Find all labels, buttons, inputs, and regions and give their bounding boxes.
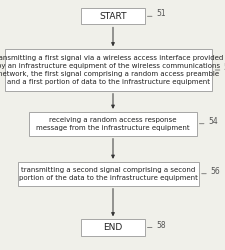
FancyBboxPatch shape [81, 8, 144, 24]
Text: 58: 58 [155, 220, 165, 230]
Text: receiving a random access response
message from the infrastructure equipment: receiving a random access response messa… [36, 117, 189, 130]
Text: 54: 54 [207, 117, 217, 126]
Text: 56: 56 [209, 167, 219, 176]
Text: transmitting a first signal via a wireless access interface provided
by an infra: transmitting a first signal via a wirele… [0, 56, 223, 84]
Text: 52: 52 [223, 63, 225, 72]
Text: 51: 51 [155, 9, 165, 18]
FancyBboxPatch shape [4, 50, 211, 90]
FancyBboxPatch shape [81, 220, 144, 236]
Text: START: START [99, 12, 126, 21]
Text: END: END [103, 223, 122, 232]
Text: transmitting a second signal comprising a second
portion of the data to the infr: transmitting a second signal comprising … [19, 167, 197, 180]
FancyBboxPatch shape [18, 162, 198, 186]
FancyBboxPatch shape [29, 112, 196, 136]
